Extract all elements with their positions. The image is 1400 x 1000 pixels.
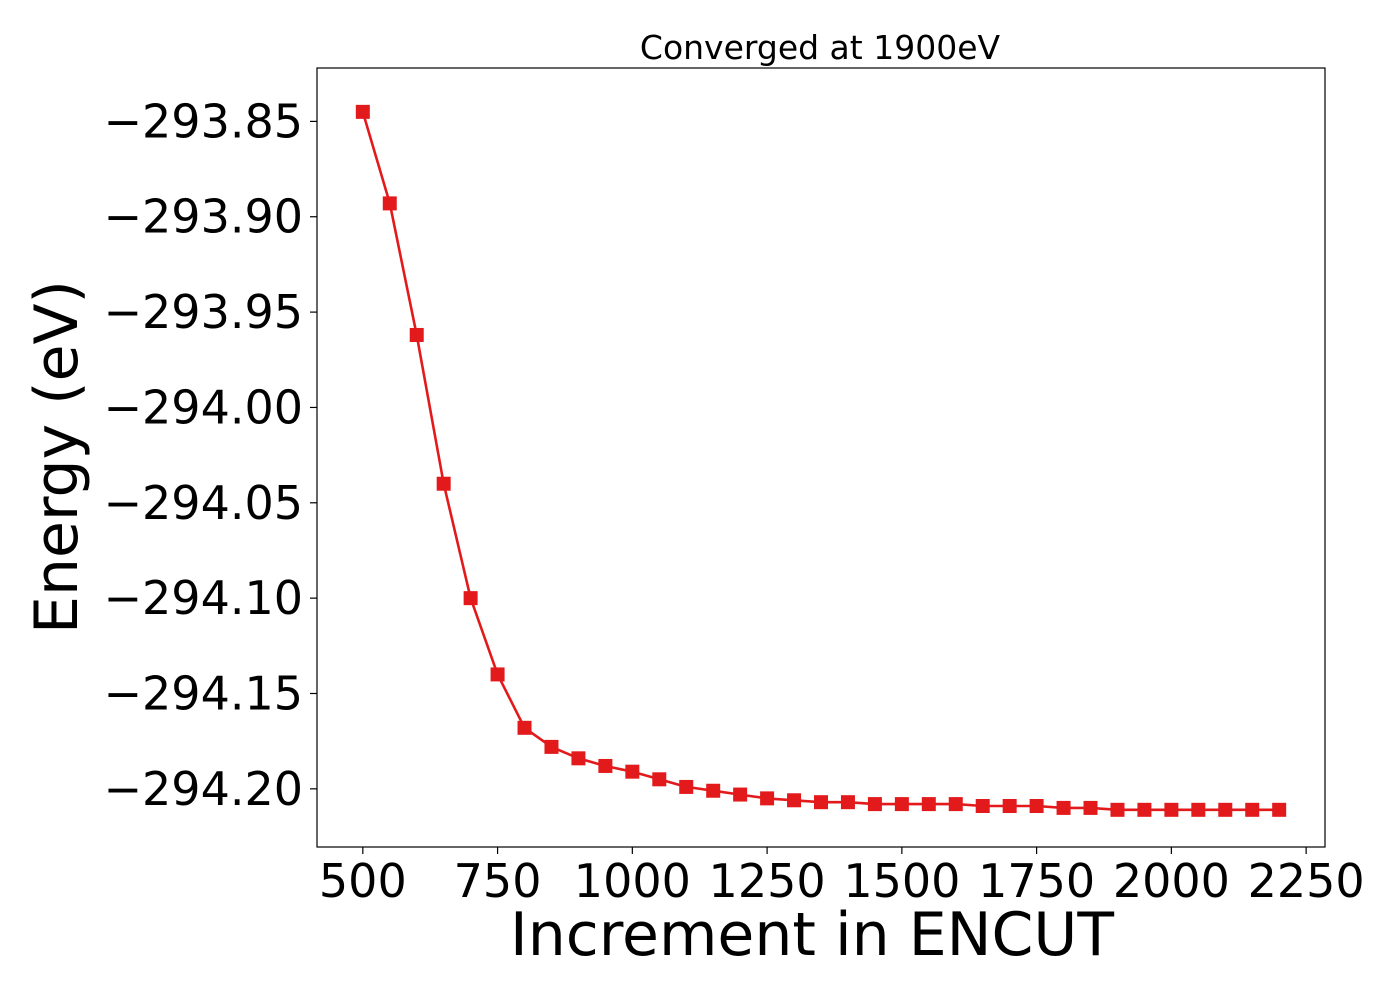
data-point — [598, 758, 613, 773]
data-point — [1164, 802, 1179, 817]
data-point — [409, 327, 424, 342]
data-point — [894, 797, 909, 812]
data-point — [1029, 799, 1044, 813]
data-point — [571, 751, 586, 766]
x-tick-label: 2250 — [1248, 854, 1365, 908]
data-point — [517, 720, 532, 735]
x-tick-label: 500 — [319, 854, 407, 908]
data-point — [355, 104, 370, 119]
data-point — [1137, 802, 1152, 817]
data-point — [733, 787, 748, 802]
y-tick-label: −294.00 — [104, 380, 304, 434]
data-point — [1083, 800, 1098, 815]
x-tick-label: 2000 — [1113, 854, 1230, 908]
plot-frame — [316, 67, 1326, 848]
data-point — [1002, 799, 1017, 813]
data-point — [840, 795, 855, 810]
x-axis-title: Increment in ENCUT — [510, 900, 1114, 970]
data-point — [463, 591, 478, 606]
data-point — [652, 772, 667, 787]
data-point — [1191, 802, 1206, 817]
data-point — [1110, 802, 1125, 817]
x-tick-label: 1500 — [843, 854, 960, 908]
y-tick-label: −294.10 — [104, 571, 304, 625]
y-axis-title: Energy (eV) — [22, 280, 92, 634]
x-tick-label: 1000 — [574, 854, 691, 908]
data-point — [625, 764, 640, 779]
data-point — [948, 797, 963, 812]
y-tick-label: −294.05 — [104, 476, 304, 530]
data-point — [706, 783, 721, 798]
x-tick-label: 750 — [454, 854, 542, 908]
data-point — [760, 791, 775, 806]
data-point — [921, 797, 936, 812]
x-axis: 500 750 1000 1250 1500 1750 2000 2250 — [319, 847, 1365, 908]
data-point — [975, 799, 990, 813]
y-tick-label: −293.95 — [104, 285, 304, 339]
data-point — [1272, 802, 1287, 817]
x-tick-label: 1750 — [978, 854, 1095, 908]
chart-title: Converged at 1900eV — [640, 28, 1001, 67]
data-point — [1056, 800, 1071, 815]
data-point — [382, 196, 397, 211]
data-point — [544, 739, 559, 754]
data-point — [787, 793, 802, 808]
y-tick-label: −293.85 — [104, 94, 304, 148]
y-axis: −293.85 −293.90 −293.95 −294.00 −294.05 −294.… — [104, 94, 317, 816]
data-point — [490, 667, 505, 682]
data-point — [1218, 802, 1233, 817]
data-point — [1245, 802, 1260, 817]
data-point — [679, 779, 694, 794]
data-point — [436, 476, 451, 491]
series-line — [361, 111, 1280, 812]
y-tick-label: −294.20 — [104, 762, 304, 816]
data-point — [814, 795, 828, 810]
y-tick-label: −294.15 — [104, 666, 304, 720]
y-tick-label: −293.90 — [104, 190, 304, 244]
x-tick-label: 1250 — [709, 854, 826, 908]
data-point — [867, 797, 882, 812]
